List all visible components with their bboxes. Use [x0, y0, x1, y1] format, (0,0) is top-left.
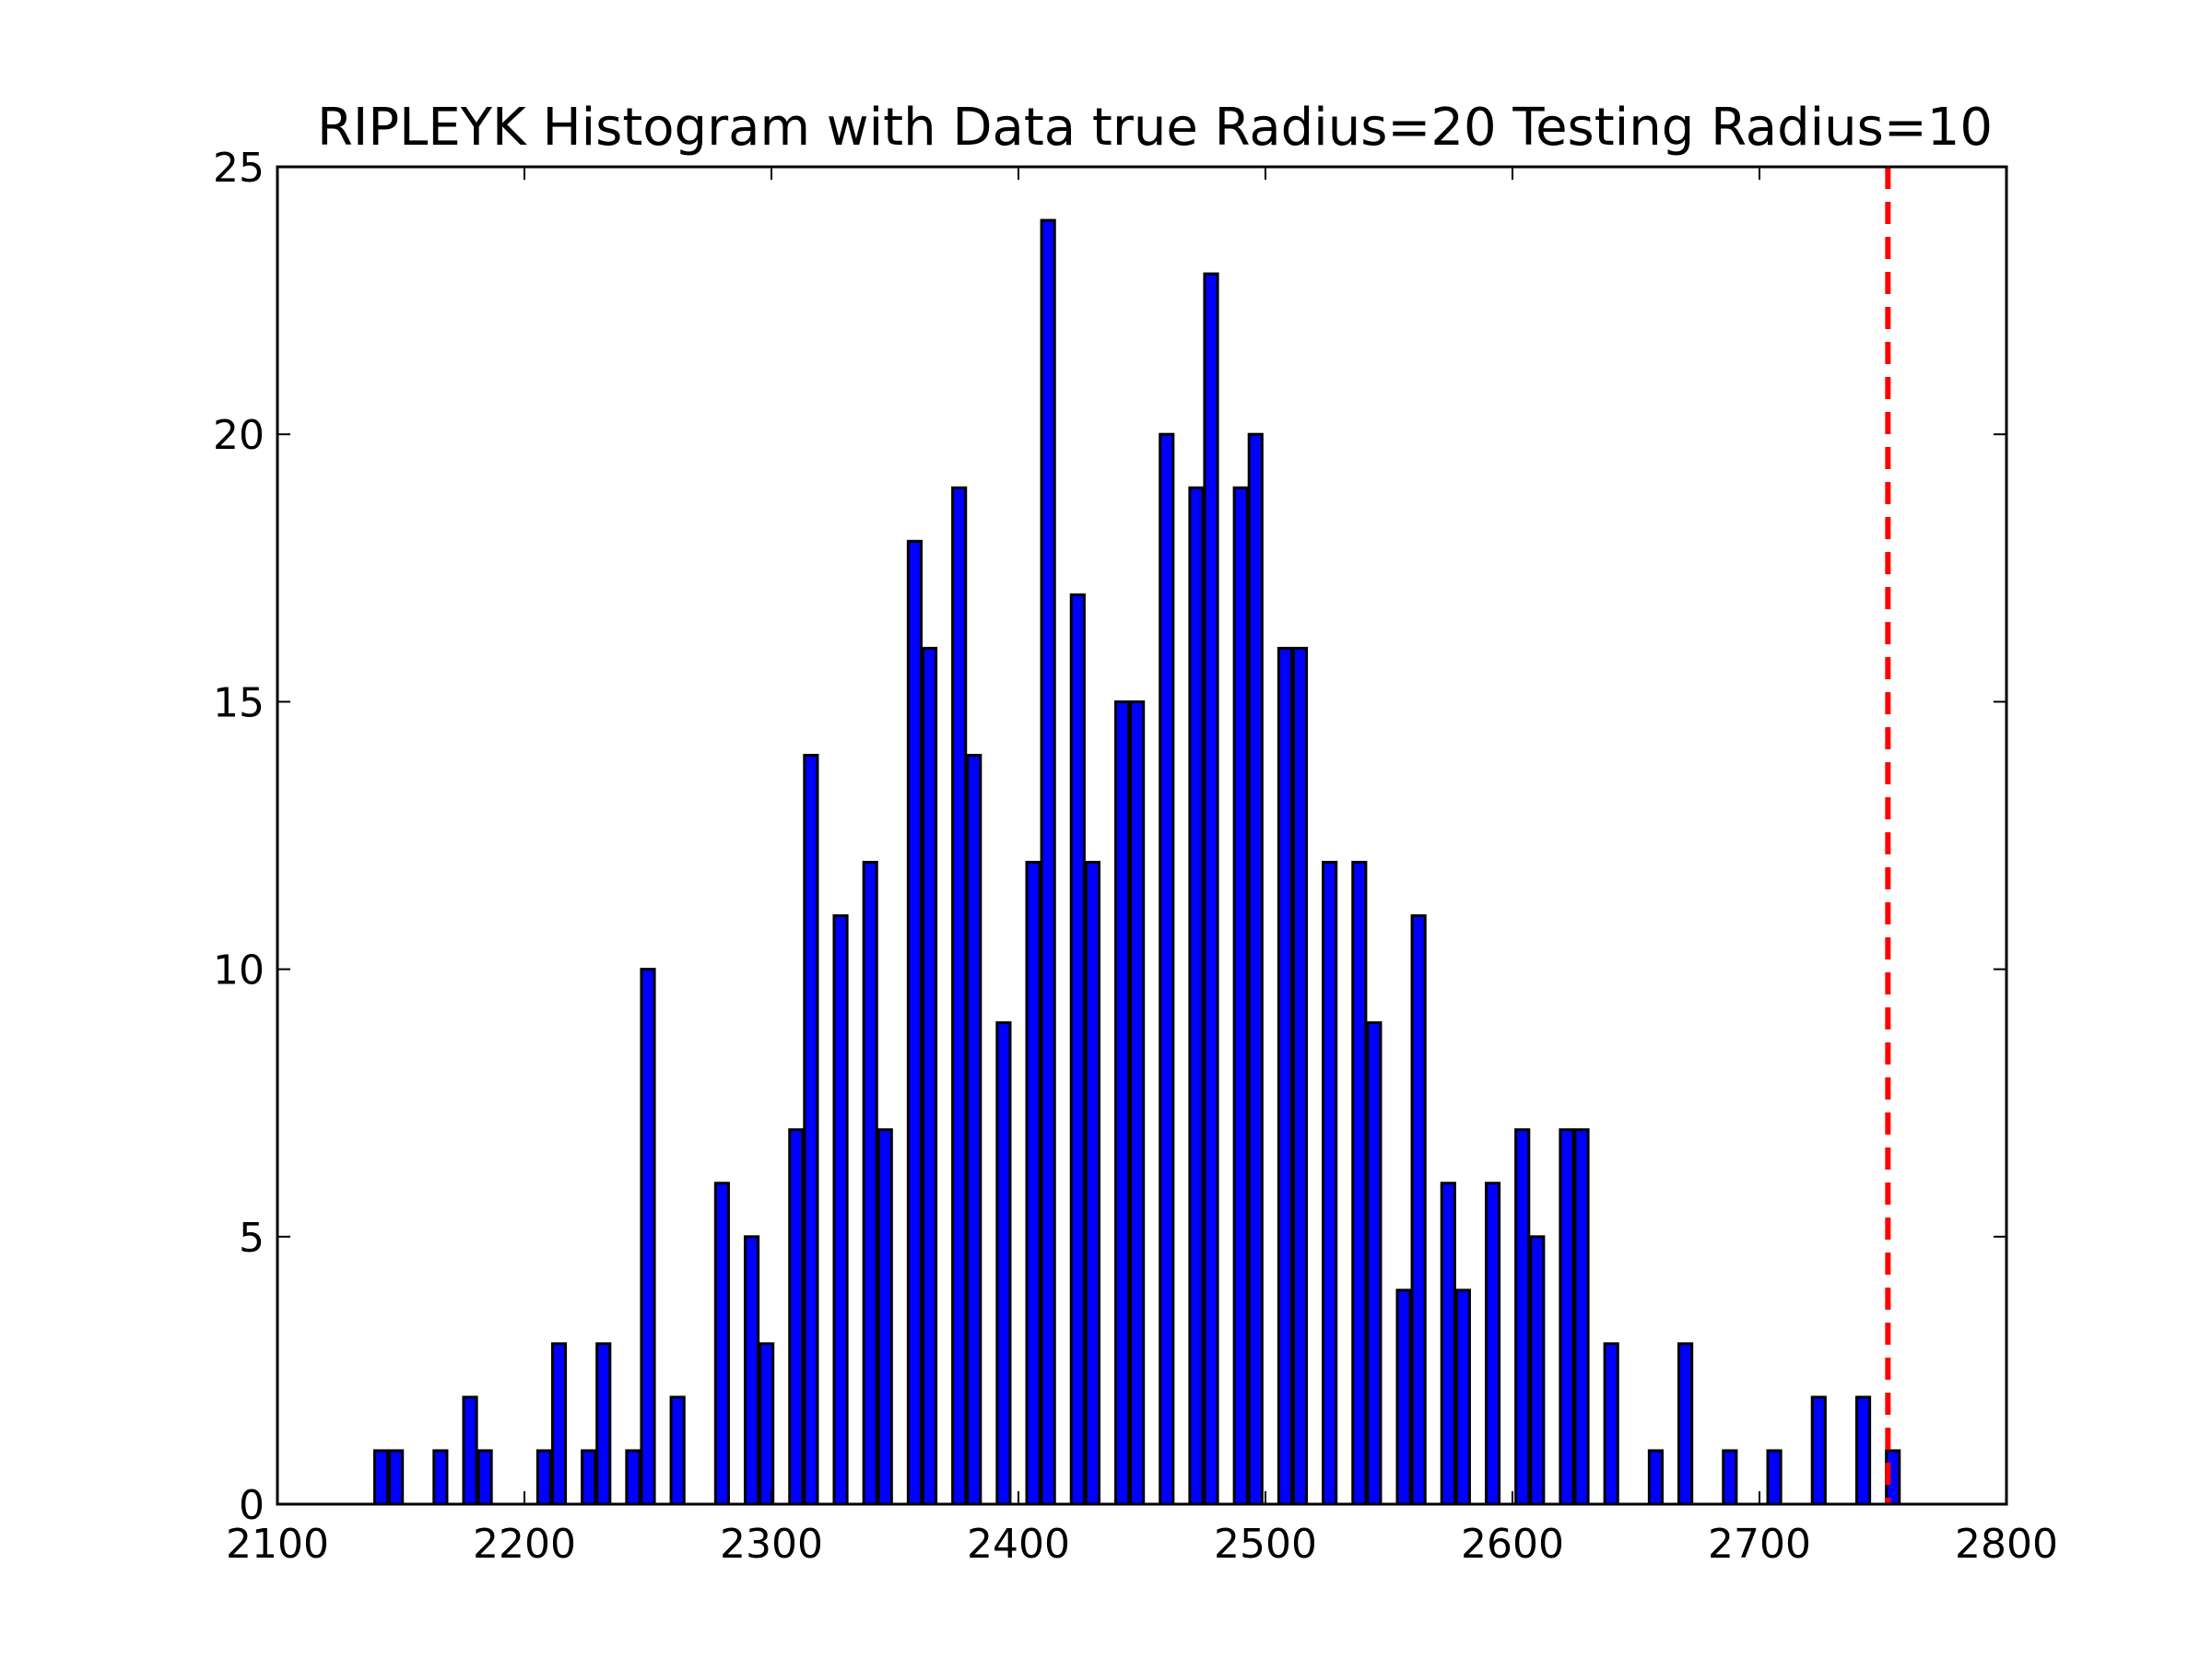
x-tick-label: 2800 [1955, 1521, 2058, 1568]
histogram-bar [1129, 700, 1146, 1506]
histogram-bar [1529, 1235, 1546, 1506]
histogram-bar [1203, 272, 1219, 1506]
histogram-bar [388, 1449, 405, 1506]
histogram-bar [803, 753, 819, 1506]
y-tick-label: 5 [239, 1215, 265, 1262]
y-tick-label: 25 [213, 145, 265, 192]
histogram-bar [595, 1342, 612, 1506]
histogram-bar [1025, 861, 1041, 1506]
histogram-bar [877, 1128, 893, 1506]
histogram-bar [743, 1235, 760, 1506]
histogram-bar [1559, 1128, 1575, 1506]
histogram-bar [832, 914, 849, 1506]
histogram-bar [1351, 861, 1368, 1506]
histogram-bar [1322, 861, 1338, 1506]
histogram-bar [1366, 1021, 1382, 1506]
histogram-bar [1395, 1288, 1412, 1506]
histogram-bar [713, 1182, 730, 1506]
y-tick-label: 15 [213, 679, 265, 726]
histogram-bar [1647, 1449, 1665, 1506]
histogram-bar [640, 968, 656, 1506]
histogram-bar [1410, 914, 1427, 1506]
histogram-bar [995, 1021, 1012, 1506]
histogram-bar [1854, 1395, 1872, 1506]
histogram-bar [1454, 1288, 1471, 1506]
histogram-bar [1040, 218, 1056, 1506]
histogram-bar [669, 1395, 686, 1506]
histogram-bar [581, 1449, 597, 1506]
histogram-bar [372, 1449, 390, 1506]
histogram-bar [759, 1342, 775, 1506]
x-tick-label: 2500 [1214, 1521, 1317, 1568]
histogram-bar [1188, 486, 1205, 1506]
y-tick-label: 10 [213, 947, 265, 994]
histogram-bar [432, 1449, 449, 1506]
x-tick-label: 2100 [226, 1521, 329, 1568]
histogram-bar [477, 1449, 493, 1506]
y-tick-label: 0 [239, 1482, 265, 1529]
histogram-bar [1069, 593, 1086, 1506]
histogram-bar [1573, 1128, 1590, 1506]
histogram-bar [951, 486, 968, 1506]
histogram-bar [1440, 1182, 1456, 1506]
plot-frame [276, 165, 2008, 1506]
x-tick-labels: 2100 2200 2300 2400 2500 2600 2700 2800 [226, 1521, 2058, 1568]
histogram-bar [1810, 1395, 1827, 1506]
x-tick-label: 2600 [1461, 1521, 1564, 1568]
histogram-bar [862, 861, 878, 1506]
histogram-bar [550, 1342, 568, 1506]
histogram-bar [1113, 700, 1131, 1506]
x-tick-label: 2400 [967, 1521, 1070, 1568]
histogram-bar [966, 753, 982, 1506]
histogram-bar [535, 1449, 553, 1506]
histogram-bar [1232, 486, 1249, 1506]
histogram-bar [462, 1395, 478, 1506]
histogram-bar [625, 1449, 641, 1506]
y-tick-labels: 0 5 10 15 20 25 [213, 145, 265, 1529]
histogram-bar [1722, 1449, 1738, 1506]
histogram-bar [906, 539, 924, 1506]
histogram-bar [1159, 432, 1175, 1506]
histogram-bar [1084, 861, 1100, 1506]
histogram-bar [1677, 1342, 1694, 1506]
histogram-bar [1277, 646, 1294, 1506]
histogram-bar [1766, 1449, 1783, 1506]
x-tick-label: 2300 [720, 1521, 823, 1568]
histogram-bar [1484, 1182, 1501, 1506]
x-tick-label: 2700 [1708, 1521, 1811, 1568]
histogram-bar [1514, 1128, 1531, 1506]
histogram-bar [788, 1128, 805, 1506]
x-tick-label: 2200 [473, 1521, 576, 1568]
chart-title: RIPLEYK Histogram with Data true Radius=… [317, 98, 1993, 158]
histogram-bar [1291, 646, 1309, 1506]
histogram-bar [1603, 1342, 1619, 1506]
histogram-bar [1247, 432, 1264, 1506]
y-tick-label: 20 [213, 412, 265, 459]
histogram-bar [921, 646, 938, 1506]
